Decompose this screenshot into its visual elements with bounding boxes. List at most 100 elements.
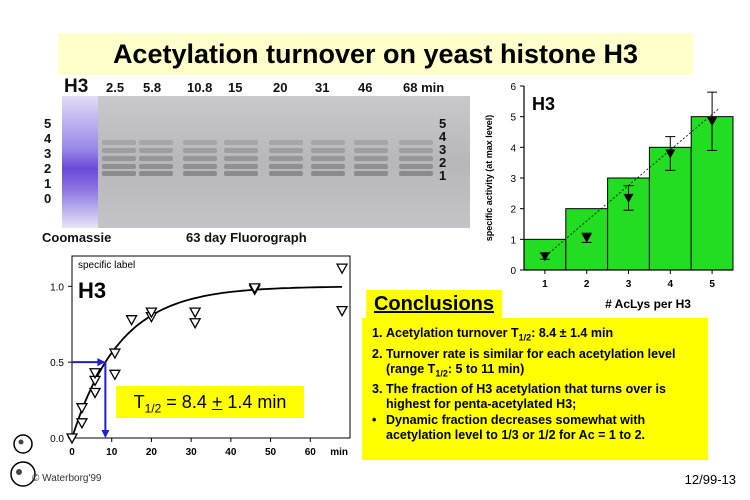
bar-data-point: [581, 233, 592, 243]
gel-time-label: 10.8: [187, 80, 213, 95]
curve-data-point: [189, 318, 202, 330]
bar-chart-title: H3: [532, 94, 555, 114]
bar-y-tick-label: 5: [510, 113, 516, 124]
curve-data-point: [125, 315, 138, 327]
gel-band: [311, 148, 345, 153]
curve-data-point: [65, 433, 79, 445]
curve-x-tick-label: 50: [265, 447, 277, 458]
gel-left-caption: Coomassie: [42, 230, 112, 245]
arrow-right-icon: [97, 358, 106, 367]
gel-band: [311, 156, 345, 161]
gel-band: [183, 140, 217, 145]
conclusion-item: 2. Turnover rate is similar for each acet…: [372, 347, 704, 382]
gel-band: [139, 164, 173, 169]
half-life-plus-minus: +: [211, 392, 223, 412]
curve-data-point: [335, 263, 349, 275]
curve-data-point: [75, 403, 89, 415]
bar-chart: 0 1 2 3 4 5 6 1 2 3 4 5 H3 # AcLys per H3 specific act…: [484, 82, 734, 311]
bar-x-tick-label: 4: [668, 279, 674, 290]
curve-x-tick-label: 30: [186, 447, 198, 458]
gel-band: [354, 171, 388, 176]
conclusion-item: 3. The fraction of H3 acetylation that tu…: [372, 382, 704, 412]
gel-left-tick: 3: [44, 146, 52, 161]
conclusion-text: Dynamic fraction decreases somewhat with…: [386, 413, 704, 443]
conclusion-item: 1. Acetylation turnover T1/2: 8.4 ± 1.4 m…: [372, 326, 704, 346]
gel-left-tick: 2: [44, 161, 52, 176]
conclusion-number: 2.: [372, 346, 383, 361]
gel-band: [139, 148, 173, 153]
curve-x-tick-label: 10: [106, 447, 118, 458]
conclusions-box: 1. Acetylation turnover T1/2: 8.4 ± 1.4 m…: [362, 318, 708, 460]
gel-left-tick: 0: [44, 191, 52, 206]
bar-x-tick-label: 3: [626, 279, 632, 290]
gel-right-caption: 63 day Fluorograph: [186, 230, 307, 245]
half-life-value: = 8.4: [161, 392, 212, 412]
conclusion-text-part: : 5 to 11 min): [447, 361, 525, 376]
slide-code: 12/99-13: [684, 472, 736, 487]
gel-band: [269, 171, 303, 176]
curve-data-point: [75, 418, 89, 430]
gel-time-label: 2.5: [106, 80, 125, 95]
conclusion-text-part: Dynamic fraction decreases somewhat with…: [386, 413, 646, 442]
gel-band: [269, 148, 303, 153]
gel-band: [354, 148, 388, 153]
curve-x-tick-label: 60: [305, 447, 317, 458]
gel-band: [102, 164, 136, 169]
conclusion-text: Acetylation turnover T1/2: 8.4 ± 1.4 min: [386, 326, 613, 346]
gel-time-label: 31: [315, 80, 330, 95]
gel-band: [102, 171, 136, 176]
gel-time-label: 68 min: [403, 80, 445, 95]
bar-y-axis-label: specific activity (at max level): [484, 115, 494, 242]
gel-band: [139, 171, 173, 176]
gel-band: [354, 140, 388, 145]
curve-data-point: [248, 283, 261, 295]
conclusion-number: •: [372, 413, 377, 427]
conclusions-list: 1. Acetylation turnover T1/2: 8.4 ± 1.4 m…: [372, 326, 704, 443]
bar-x-axis-label: # AcLys per H3: [605, 297, 691, 311]
bar-y-tick-label: 2: [510, 205, 516, 216]
gel-band: [102, 140, 136, 145]
curve-y-tick-label: 1.0: [50, 282, 64, 293]
gel-left-tick: 4: [44, 131, 52, 146]
curve-data-point: [189, 307, 202, 319]
gel-right-tick: 3: [439, 142, 447, 157]
turnover-chart: 0.0 0.5 1.0 0 10 20 30 40 50 60 min specific label H…: [50, 255, 351, 458]
conclusion-text: Turnover rate is similar for each acetyl…: [386, 347, 704, 382]
curve-data-point: [108, 369, 121, 381]
gel-band: [399, 140, 433, 145]
curve-y-axis-label: specific label: [78, 260, 135, 271]
curve-x-unit: min: [330, 447, 348, 458]
slide-title: Acetylation turnover on yeast histone H3: [58, 33, 693, 75]
gel-image: [62, 96, 470, 228]
gel-band: [183, 156, 217, 161]
conclusion-number: 3.: [372, 382, 383, 396]
gel-band: [183, 171, 217, 176]
conclusion-item: • Dynamic fraction decreases somewhat wit…: [372, 413, 704, 443]
bar-y-tick-label: 1: [510, 235, 516, 246]
bar-y-tick-label: 0: [510, 266, 516, 277]
gel-band: [311, 140, 345, 145]
curve-data-point: [108, 348, 121, 360]
curve-chart-title: H3: [78, 278, 106, 303]
yeast-cell-icon: [10, 432, 36, 499]
curve-x-tick-label: 20: [146, 447, 158, 458]
half-life-prefix: T: [133, 392, 145, 412]
gel-band: [102, 148, 136, 153]
gel-band: [183, 164, 217, 169]
gel-time-label: 5.8: [143, 80, 162, 95]
half-life-label: T1/2 = 8.4 + 1.4 min: [116, 386, 304, 418]
conclusion-text-part: Acetylation turnover T: [386, 326, 519, 340]
conclusion-text-part: The fraction of H3 acetylation that turn…: [386, 382, 666, 411]
gel-right-tick: 1: [439, 168, 447, 183]
gel-panel: H3 Coomassie 63 day Fluorograph 2.5 5.8 10…: [40, 76, 470, 248]
gel-band: [399, 164, 433, 169]
curve-x-tick-label: 40: [225, 447, 237, 458]
bar-y-tick-label: 6: [510, 82, 516, 93]
bar-data-point: [623, 193, 634, 203]
bar-data-point: [665, 149, 676, 159]
conclusion-text-part: Turnover rate is similar for each acetyl…: [386, 346, 676, 376]
conclusion-text: The fraction of H3 acetylation that turn…: [386, 382, 704, 412]
gel-band: [183, 148, 217, 153]
gel-band: [269, 140, 303, 145]
half-life-subscript: 1/2: [144, 401, 162, 416]
